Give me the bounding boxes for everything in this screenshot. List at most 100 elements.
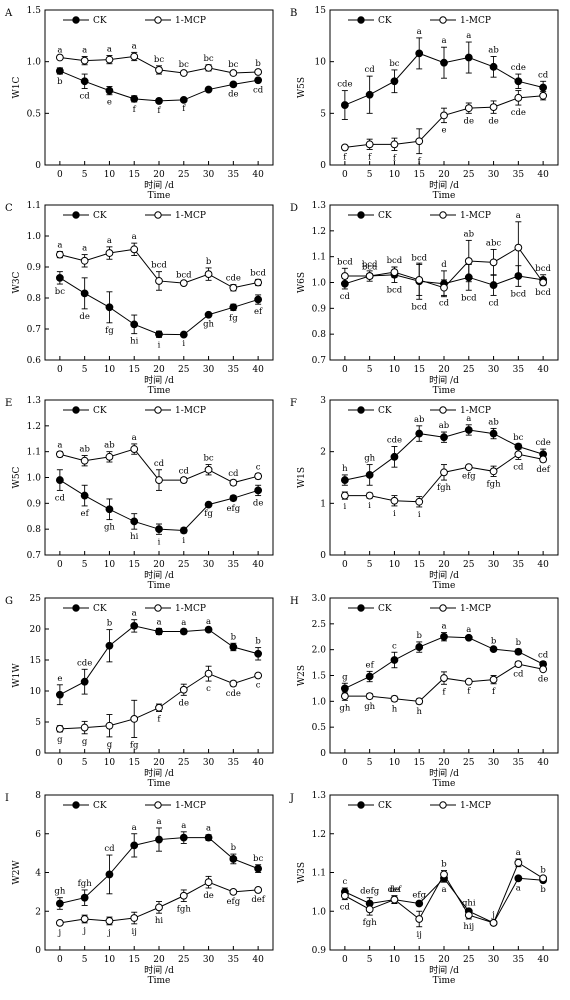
data-point — [340, 272, 349, 280]
panel-letter: A — [4, 8, 13, 19]
legend-entry: 1-MCP — [460, 801, 491, 811]
legend: CK 1-MCP — [348, 801, 491, 811]
x-tick-label: 20 — [438, 365, 450, 375]
significance-label: cde — [511, 63, 526, 73]
x-tick-label: 5 — [367, 560, 373, 570]
data-point — [179, 685, 188, 694]
data-point — [489, 103, 498, 112]
x-tick-label: 35 — [228, 365, 240, 375]
significance-label: de — [488, 116, 498, 126]
data-point — [464, 53, 473, 62]
data-point — [390, 895, 399, 904]
significance-label: a — [181, 821, 186, 831]
data-point — [229, 887, 238, 896]
x-tick-label: 5 — [82, 170, 88, 180]
significance-label: f — [418, 157, 422, 167]
legend-marker — [357, 801, 365, 809]
x-axis-label-en: Time — [433, 976, 456, 986]
x-tick-label: 35 — [228, 758, 240, 768]
significance-label: a — [156, 817, 161, 827]
significance-label: ab — [464, 229, 475, 239]
data-point — [440, 468, 448, 477]
data-point — [365, 90, 374, 99]
significance-label: f — [393, 154, 397, 164]
data-point — [539, 874, 548, 883]
data-point — [440, 870, 448, 879]
y-tick-label: 0.9 — [27, 263, 42, 273]
data-point — [539, 665, 548, 674]
significance-label: a — [132, 609, 137, 619]
legend-marker — [72, 16, 80, 24]
x-tick-label: 5 — [367, 365, 373, 375]
data-point — [390, 140, 399, 149]
panel-j: J 0.9 1.0 1.1 1.2 1.3 0 5 10 15 20 25 30 35 40 时间 /dTim… — [289, 791, 559, 986]
data-point — [340, 143, 349, 152]
y-tick-label: 0 — [35, 161, 41, 171]
significance-label: de — [253, 499, 263, 509]
significance-label: c — [342, 877, 347, 887]
significance-label: cd — [538, 70, 549, 80]
y-tick-label: 0.8 — [312, 330, 327, 340]
significance-label: a — [516, 883, 521, 893]
x-tick-label: 30 — [488, 560, 500, 570]
x-tick-label: 15 — [128, 560, 140, 570]
significance-label: fgh — [363, 918, 378, 928]
significance-label: g — [107, 740, 113, 750]
data-point — [80, 77, 89, 86]
data-point — [204, 878, 213, 887]
data-point — [514, 243, 523, 252]
significance-label: f — [343, 153, 347, 163]
data-point — [229, 494, 238, 503]
significance-label: j — [82, 926, 86, 936]
y-tick-label: 1 — [320, 499, 326, 509]
data-point — [390, 452, 399, 461]
x-tick-label: 30 — [203, 170, 215, 180]
significance-label: i — [418, 510, 421, 520]
significance-label: cd — [513, 462, 524, 472]
y-tick-label: 15 — [30, 656, 42, 666]
x-tick-label: 0 — [342, 955, 348, 965]
data-point — [130, 52, 139, 61]
significance-label: i — [393, 509, 396, 519]
x-tick-label: 0 — [342, 170, 348, 180]
y-tick-label: 0.9 — [312, 304, 327, 314]
significance-label: cd — [488, 298, 499, 308]
significance-label: abc — [486, 238, 502, 248]
data-point — [254, 68, 263, 76]
significance-label: b — [255, 637, 261, 647]
significance-label: de — [538, 674, 548, 684]
x-tick-label: 15 — [413, 170, 425, 180]
significance-label: a — [516, 211, 521, 221]
data-point — [179, 526, 188, 535]
significance-label: c — [392, 641, 397, 651]
significance-label: b — [491, 637, 497, 647]
x-tick-label: 5 — [82, 758, 88, 768]
significance-label: cde — [511, 108, 526, 118]
y-tick-label: 1.3 — [27, 396, 42, 406]
data-point — [254, 76, 263, 85]
y-tick-label: 0 — [320, 551, 326, 561]
y-tick-label: 0.5 — [27, 109, 42, 119]
significance-label: cd — [228, 469, 239, 479]
y-tick-label: 1.5 — [27, 6, 42, 16]
series-mcp: cd fgh def ij b hij a b — [340, 848, 548, 940]
significance-label: g — [342, 672, 348, 682]
x-tick-label: 0 — [342, 560, 348, 570]
data-point — [340, 491, 349, 500]
data-point — [55, 67, 64, 75]
data-point — [514, 660, 523, 669]
significance-label: efg — [412, 891, 426, 901]
data-point — [229, 855, 238, 863]
legend-marker — [439, 801, 447, 809]
y-tick-label: 5 — [35, 718, 41, 728]
data-point — [155, 330, 163, 339]
y-tick-label: 1.0 — [312, 697, 327, 707]
x-tick-label: 25 — [178, 365, 190, 375]
significance-label: gh — [104, 523, 115, 533]
significance-label: i — [182, 536, 185, 546]
data-point — [55, 250, 64, 259]
y-tick-label: 1.1 — [27, 201, 41, 211]
y-tick-label: 15 — [315, 6, 327, 16]
y-tick-label: 1.0 — [27, 58, 42, 68]
x-tick-label: 30 — [203, 560, 215, 570]
